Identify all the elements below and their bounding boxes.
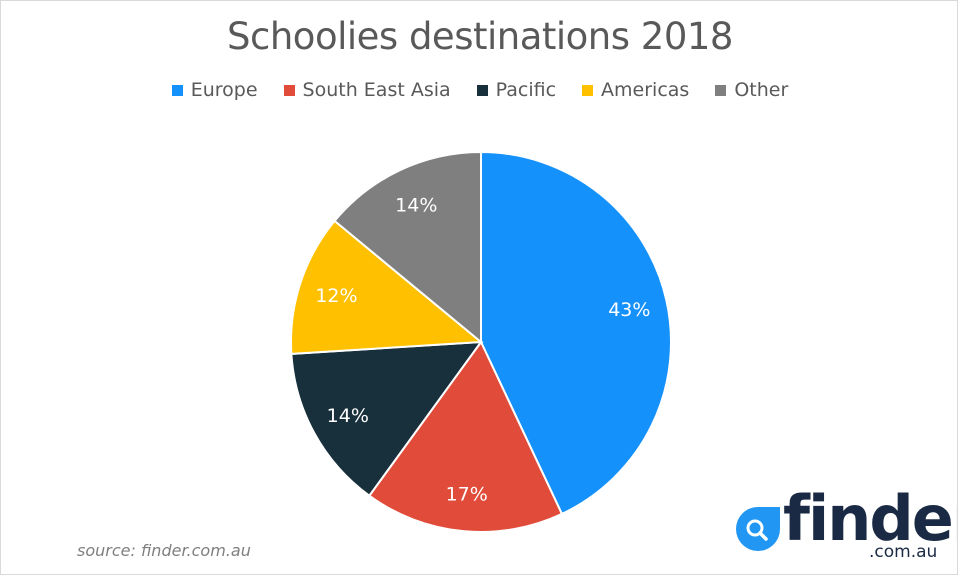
logo-word: finder [783,482,957,555]
data-label: 14% [327,405,369,427]
legend-item: Europe [171,79,258,101]
legend-item: Pacific [476,79,557,101]
legend-swatch [582,84,594,96]
legend-label: Europe [190,79,258,101]
legend-label: South East Asia [302,79,451,101]
legend-swatch [715,84,727,96]
logo-tld: .com.au [869,542,938,562]
data-label: 12% [315,285,357,307]
legend-swatch [171,84,183,96]
pie-slice-pacific [290,340,484,498]
finder-logo: finder .com.au [733,482,957,566]
legend-label: Other [734,79,789,101]
data-label: 14% [395,194,437,216]
legend-item: South East Asia [283,79,451,101]
legend-label: Americas [601,79,690,101]
chart-title: Schoolies destinations 2018 [227,15,733,58]
legend-label: Pacific [495,79,557,101]
pie-slice-south-east-asia [367,340,564,533]
data-label: 17% [446,483,488,505]
data-label: 43% [608,299,650,321]
source-note: source: finder.com.au [77,541,251,560]
legend-item: Americas [582,79,689,101]
legend-swatch [476,84,488,96]
legend-item: Other [715,79,788,101]
pie-slice-other [333,150,482,345]
pie-slice-europe [480,150,672,516]
legend: Europe South East Asia Pacific Americas Othe… [1,79,957,101]
legend-swatch [283,84,295,96]
magnifier-drop-icon [736,507,780,551]
pie-slice-americas [290,219,484,355]
